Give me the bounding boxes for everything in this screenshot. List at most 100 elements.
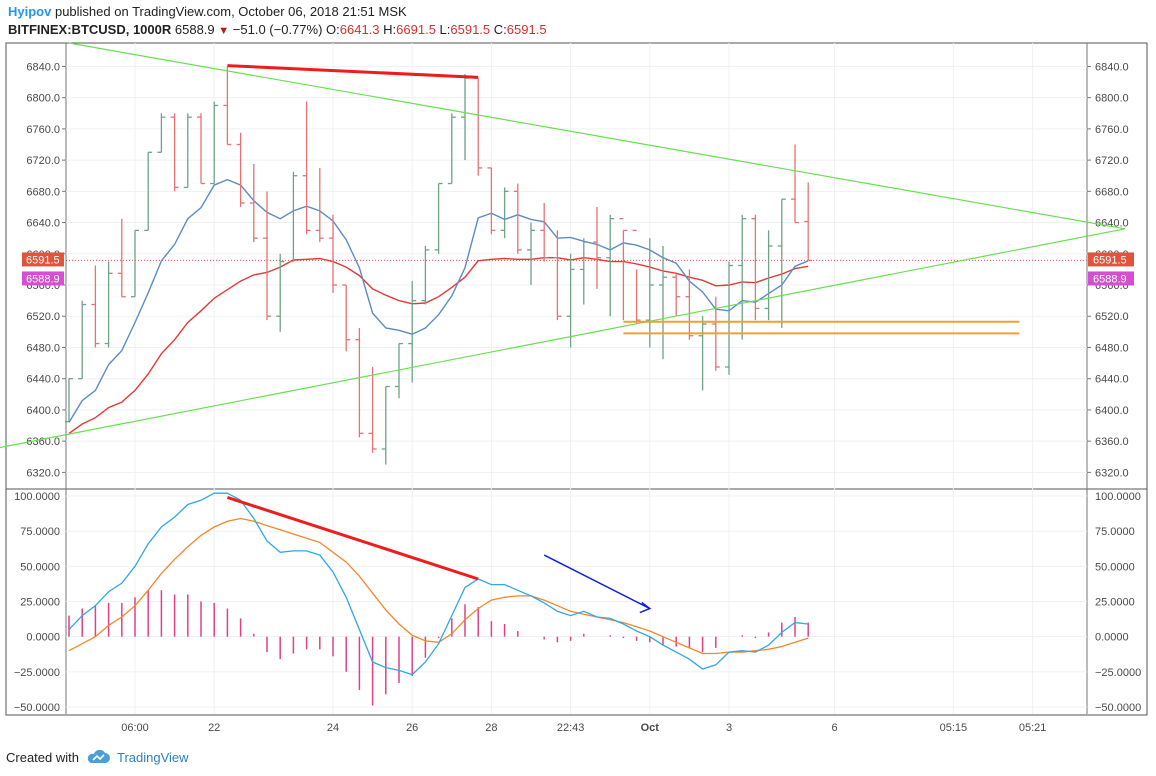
ohlc-bar	[632, 229, 641, 325]
symbol-legend: BITFINEX:BTCUSD, 1000R 6588.9 ▼ −51.0 (−…	[8, 22, 547, 37]
price-divergence-line	[227, 64, 479, 79]
y-tick-label-left: 6360.0	[26, 436, 60, 448]
y-tick-label-left: 6520.0	[26, 311, 60, 323]
price-tag-label-left: 6588.9	[26, 273, 60, 285]
ohlc-bar	[698, 316, 707, 391]
low-label: L:	[439, 22, 451, 37]
publish-header: Hyipov published on TradingView.com, Oct…	[8, 4, 407, 19]
ohlc-bar	[355, 327, 364, 438]
macd-y-tick-label-left: −50.0000	[14, 702, 60, 714]
slow-ma-line	[68, 256, 809, 434]
ohlc-bar	[276, 253, 285, 332]
ohlc-bar	[461, 74, 469, 161]
y-tick-label-left: 6760.0	[26, 124, 60, 136]
high-value: 6691.5	[396, 22, 436, 37]
ohlc-bar	[513, 183, 522, 254]
ohlc-bar	[500, 187, 509, 239]
price-tag-box	[1088, 252, 1134, 267]
y-tick-label-left: 6840.0	[26, 61, 60, 73]
ohlc-bar	[210, 101, 219, 185]
open-value: 6641.3	[339, 22, 380, 37]
y-tick-label-left: 6720.0	[26, 155, 60, 167]
published-text: published on TradingView.com, October 06…	[54, 4, 407, 19]
ohlc-bar	[381, 385, 390, 465]
macd-y-tick-label-left: 50.0000	[20, 561, 60, 573]
ohlc-bar	[447, 113, 456, 185]
ohlc-bar	[104, 261, 113, 348]
ohlc-bar	[553, 230, 562, 321]
ohlc-bar	[78, 300, 87, 380]
ohlc-bar	[579, 238, 588, 305]
macd-y-tick-label-left: 25.0000	[20, 597, 60, 609]
price-tag-box	[1088, 271, 1134, 286]
x-tick-label: 6	[832, 722, 838, 734]
ohlc-bar	[249, 164, 258, 243]
chart-frame	[5, 42, 1148, 716]
price-tag: 6588.9 6588.9	[22, 271, 1134, 286]
ohlc-bar	[408, 281, 417, 383]
x-tick-label: 22:43	[557, 722, 585, 734]
ohlc-bar	[804, 182, 813, 262]
x-tick-label: Oct	[641, 722, 660, 734]
triangle-upper-line	[68, 42, 1126, 230]
price-tag-label-left: 6591.5	[26, 254, 60, 266]
y-tick-label-right: 6320.0	[1095, 467, 1129, 479]
x-tick-label: 3	[726, 722, 732, 734]
ohlc-bar	[751, 214, 760, 321]
y-tick-label-right: 6680.0	[1095, 186, 1129, 198]
ohlc-bar	[170, 113, 179, 192]
ohlc-bar	[302, 101, 311, 235]
ohlc-bar	[144, 151, 153, 232]
ohlc-bar	[606, 214, 615, 317]
ohlc-bar	[672, 273, 681, 317]
triangle-lower-line	[0, 228, 1126, 449]
price-tag-label: 6588.9	[1093, 273, 1127, 285]
macd-y-tick-label-left: −25.0000	[14, 667, 60, 679]
macd-y-tick-label-right: 100.0000	[1095, 491, 1141, 503]
symbol-name[interactable]: BITFINEX:BTCUSD, 1000R	[8, 22, 172, 37]
ohlc-bar	[342, 284, 351, 352]
macd-y-tick-label-left: 75.0000	[20, 526, 60, 538]
tradingview-brand[interactable]: TradingView	[116, 749, 189, 765]
macd-divergence-line	[226, 496, 479, 581]
ohlc-bar	[197, 113, 205, 185]
low-value: 6591.5	[450, 22, 491, 37]
ohlc-bar	[289, 171, 298, 263]
ohlc-bar	[65, 378, 73, 423]
author-link[interactable]: Hyipov	[8, 4, 52, 19]
y-tick-label-left: 6800.0	[26, 93, 60, 105]
ohlc-bar	[368, 366, 377, 453]
y-tick-label-right: 6360.0	[1095, 436, 1129, 448]
close-label: C:	[493, 22, 507, 37]
ohlc-bar	[540, 203, 549, 262]
ohlc-bar	[434, 182, 443, 254]
y-tick-label-right: 6400.0	[1095, 405, 1129, 417]
ohlc-bar	[315, 167, 324, 243]
trend-arrow-head	[639, 601, 652, 614]
trend-arrow-line	[543, 554, 651, 610]
close-value: 6591.5	[506, 22, 547, 37]
ohlc-bar	[777, 198, 786, 328]
y-tick-label-left: 6480.0	[26, 342, 60, 354]
x-tick-label: 24	[327, 722, 339, 734]
y-tick-label-left: 6680.0	[26, 186, 60, 198]
price-tag-box-left	[22, 252, 64, 267]
ohlc-bar	[131, 229, 139, 298]
ohlc-bar	[645, 238, 654, 348]
ohlc-bar	[236, 132, 245, 207]
macd-y-tick-label-left: 100.0000	[14, 491, 60, 503]
x-tick-label: 05:15	[940, 722, 968, 734]
y-tick-label-right: 6640.0	[1095, 218, 1129, 230]
macd-y-tick-label-right: −25.0000	[1095, 667, 1141, 679]
ohlc-bar	[117, 218, 126, 298]
macd-y-tick-label-right: 50.0000	[1095, 561, 1135, 573]
macd-y-tick-label-right: −50.0000	[1095, 702, 1141, 714]
y-tick-label-right: 6440.0	[1095, 374, 1129, 386]
y-tick-label-right: 6520.0	[1095, 311, 1129, 323]
y-tick-label-right: 6480.0	[1095, 342, 1129, 354]
ohlc-bar	[738, 214, 747, 340]
macd-y-tick-label-left: 0.0000	[26, 632, 60, 644]
ohlc-bar	[725, 261, 733, 375]
macd-y-tick-label-right: 75.0000	[1095, 526, 1135, 538]
